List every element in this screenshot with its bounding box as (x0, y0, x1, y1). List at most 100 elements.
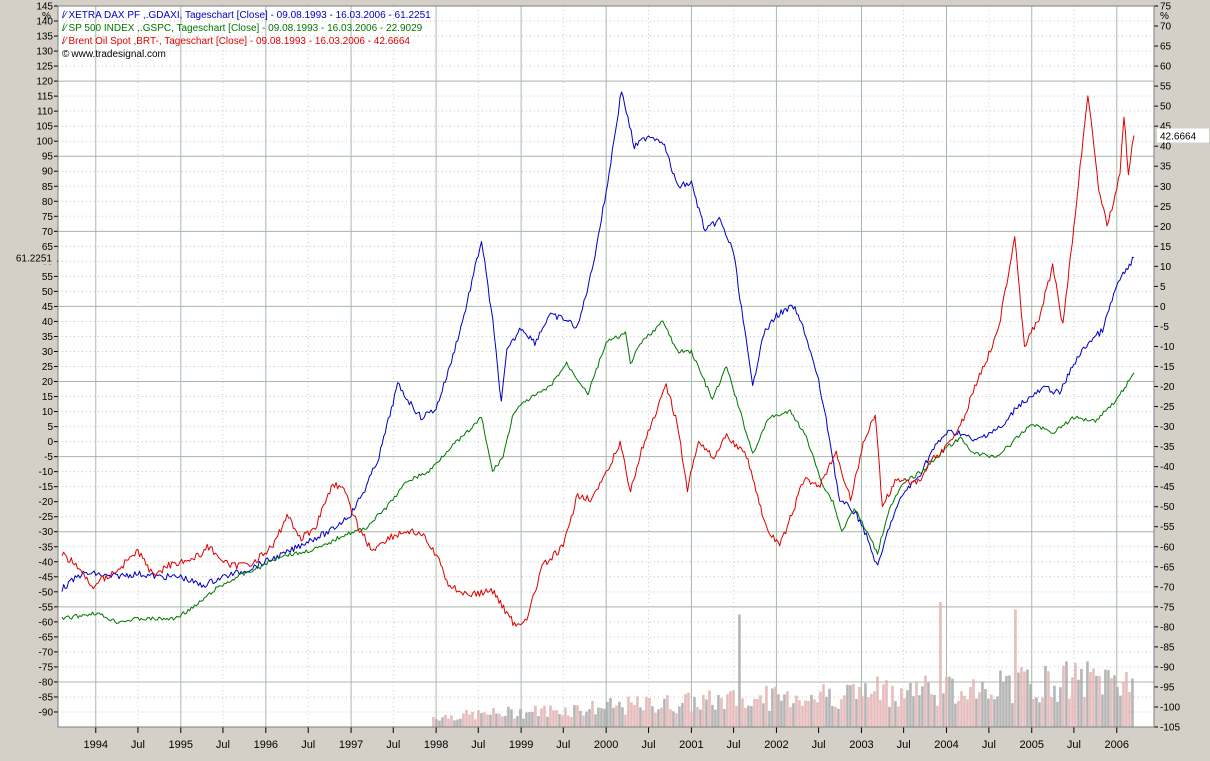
volume-bar (540, 708, 543, 727)
volume-bar (561, 715, 564, 727)
volume-bar (738, 614, 741, 727)
volume-bar (936, 705, 939, 727)
volume-bar (546, 716, 549, 727)
volume-bar (678, 706, 681, 727)
volume-bar (825, 696, 828, 727)
volume-bar (621, 707, 624, 727)
y-right-tick-label: -30 (1160, 422, 1175, 433)
marker-layer: 61.2251 42.6664 (1, 128, 1209, 265)
y-right-unit: % (1160, 11, 1169, 22)
volume-bar (1089, 672, 1092, 727)
x-tick-label: 1996 (254, 739, 278, 751)
volume-bar (1104, 669, 1107, 727)
volume-bar (525, 712, 528, 727)
volume-bar (1098, 676, 1101, 727)
volume-bar (969, 686, 972, 727)
copyright-icon: © (62, 49, 70, 60)
volume-bar (945, 676, 948, 727)
volume-bar (588, 709, 591, 727)
y-left-tick-label: -90 (39, 707, 54, 718)
volume-bar (504, 715, 507, 727)
volume-bar (507, 706, 510, 727)
y-right-tick-label: -60 (1160, 542, 1175, 553)
y-left-tick-label: 55 (42, 272, 54, 283)
volume-bar (912, 696, 915, 727)
volume-bar (933, 694, 936, 727)
volume-bar (1092, 668, 1095, 727)
volume-bar (1056, 701, 1059, 727)
volume-bar (627, 696, 630, 727)
y-left-tick-label: 100 (36, 137, 53, 148)
volume-bar (846, 684, 849, 727)
volume-bar (855, 698, 858, 727)
volume-bar (1116, 687, 1119, 727)
volume-bar (894, 701, 897, 727)
y-left-tick-label: 15 (42, 392, 54, 403)
y-left-tick-label: -70 (39, 647, 54, 658)
volume-bar (522, 718, 525, 727)
volume-bar (495, 713, 498, 727)
volume-bar (1062, 665, 1065, 727)
y-left-tick-label: -25 (39, 512, 54, 523)
volume-bar (585, 711, 588, 727)
legend-brent-label: Brent Oil Spot ,BRT-, Tageschart [Close]… (68, 36, 410, 47)
volume-bar (786, 691, 789, 727)
x-tick-label: Jul (386, 739, 400, 751)
volume-bar (636, 696, 639, 727)
volume-bar (594, 714, 597, 727)
legend-brent: /⁄ Brent Oil Spot ,BRT-, Tageschart [Clos… (62, 36, 410, 48)
y-right-tick-label: -35 (1160, 442, 1175, 453)
volume-bar (714, 709, 717, 727)
legend-sp500: /⁄ SP 500 INDEX ,.GSPC, Tageschart [Close… (62, 23, 422, 35)
volume-bar (501, 716, 504, 727)
volume-bar (726, 694, 729, 727)
volume-bar (606, 701, 609, 727)
volume-bar (735, 706, 738, 727)
volume-bar (795, 695, 798, 727)
volume-bar (906, 690, 909, 727)
volume-bar (993, 699, 996, 727)
volume-bar (864, 683, 867, 727)
volume-bar (975, 698, 978, 727)
y-right-tick-label: -45 (1160, 482, 1175, 493)
volume-bar (624, 714, 627, 727)
y-left-tick-label: 75 (42, 212, 54, 223)
volume-bar (1068, 698, 1071, 727)
volume-bar (885, 680, 888, 727)
y-left-tick-label: 110 (37, 107, 53, 118)
grid-layer (58, 5, 1154, 727)
x-tick-label: 2005 (1019, 739, 1043, 751)
y-right-tick-label: -50 (1160, 502, 1175, 513)
series-line-sp500 (61, 320, 1135, 624)
volume-bar (450, 715, 453, 727)
legend-dax: /⁄ XETRA DAX PF ,.GDAXI, Tageschart [Clos… (62, 10, 431, 22)
volume-bar (465, 709, 468, 727)
y-left-tick-label: -85 (39, 692, 54, 703)
volume-bar (990, 694, 993, 727)
volume-bar (1071, 677, 1074, 727)
x-tick-label: Jul (131, 739, 145, 751)
volume-bar (888, 706, 891, 727)
y-left-tick-label: 10 (42, 407, 54, 418)
y-right-tick-label: -55 (1160, 522, 1175, 533)
volume-bar (843, 695, 846, 727)
volume-bar (1077, 679, 1080, 727)
y-left-tick-label: -5 (44, 452, 53, 463)
x-tick-label: 2002 (764, 739, 788, 751)
y-left-tick-label: 145 (36, 2, 53, 13)
x-tick-label: 2004 (934, 739, 958, 751)
volume-bar (1110, 678, 1113, 727)
y-right-tick-label: 0 (1160, 302, 1166, 313)
volume-bar (732, 690, 735, 727)
volume-bar (549, 705, 552, 727)
y-right-tick-label: 20 (1160, 222, 1172, 233)
volume-bar (573, 705, 576, 727)
y-right-tick-label: 30 (1160, 182, 1172, 193)
volume-bar (558, 713, 561, 727)
line-icon: /⁄ (62, 10, 67, 21)
x-tick-label: 1995 (169, 739, 193, 751)
volume-bar (537, 715, 540, 727)
volume-bar (858, 686, 861, 727)
legend-sp500-label: SP 500 INDEX ,.GSPC, Tageschart [Close] … (68, 23, 423, 34)
volume-bar (1035, 697, 1038, 727)
